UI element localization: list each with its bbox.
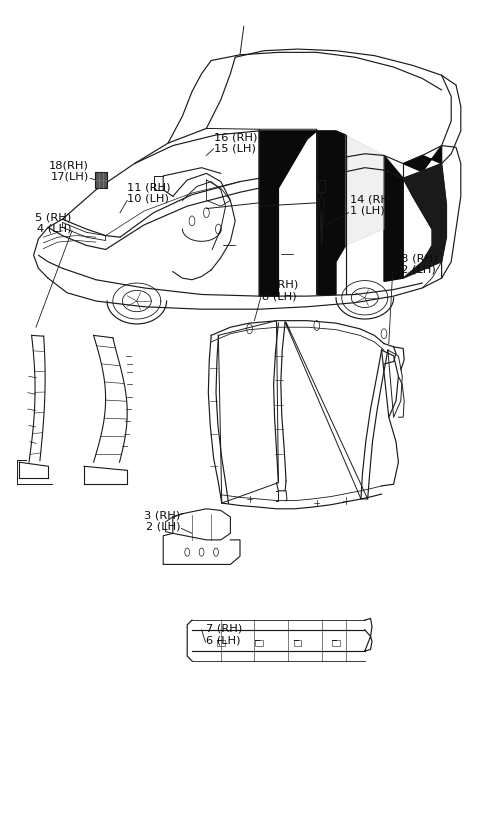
Polygon shape: [346, 135, 384, 245]
Text: 18(RH): 18(RH): [49, 160, 89, 170]
Text: 16 (RH): 16 (RH): [214, 133, 257, 142]
Text: 3 (RH): 3 (RH): [144, 510, 180, 520]
Text: 6 (LH): 6 (LH): [206, 636, 241, 645]
Polygon shape: [384, 155, 403, 281]
Text: 10 (LH): 10 (LH): [127, 194, 169, 204]
Polygon shape: [288, 131, 317, 172]
Polygon shape: [317, 131, 346, 294]
Polygon shape: [403, 146, 442, 172]
Text: 8 (LH): 8 (LH): [262, 291, 296, 301]
Text: 13 (RH): 13 (RH): [394, 254, 437, 263]
Text: 15 (LH): 15 (LH): [214, 144, 255, 154]
Text: 1 (LH): 1 (LH): [350, 206, 385, 216]
Text: 12 (LH): 12 (LH): [394, 265, 435, 275]
Text: 14 (RH): 14 (RH): [350, 195, 394, 204]
Text: 17(LH): 17(LH): [50, 172, 89, 182]
Text: 9 (RH): 9 (RH): [262, 280, 298, 290]
Polygon shape: [403, 164, 446, 278]
Text: 4 (LH): 4 (LH): [36, 224, 71, 234]
Text: 11 (RH): 11 (RH): [127, 182, 171, 192]
Text: 2 (LH): 2 (LH): [145, 522, 180, 532]
Bar: [95, 172, 107, 188]
Text: 7 (RH): 7 (RH): [206, 624, 243, 634]
Text: 5 (RH): 5 (RH): [35, 213, 71, 222]
Polygon shape: [259, 131, 288, 296]
